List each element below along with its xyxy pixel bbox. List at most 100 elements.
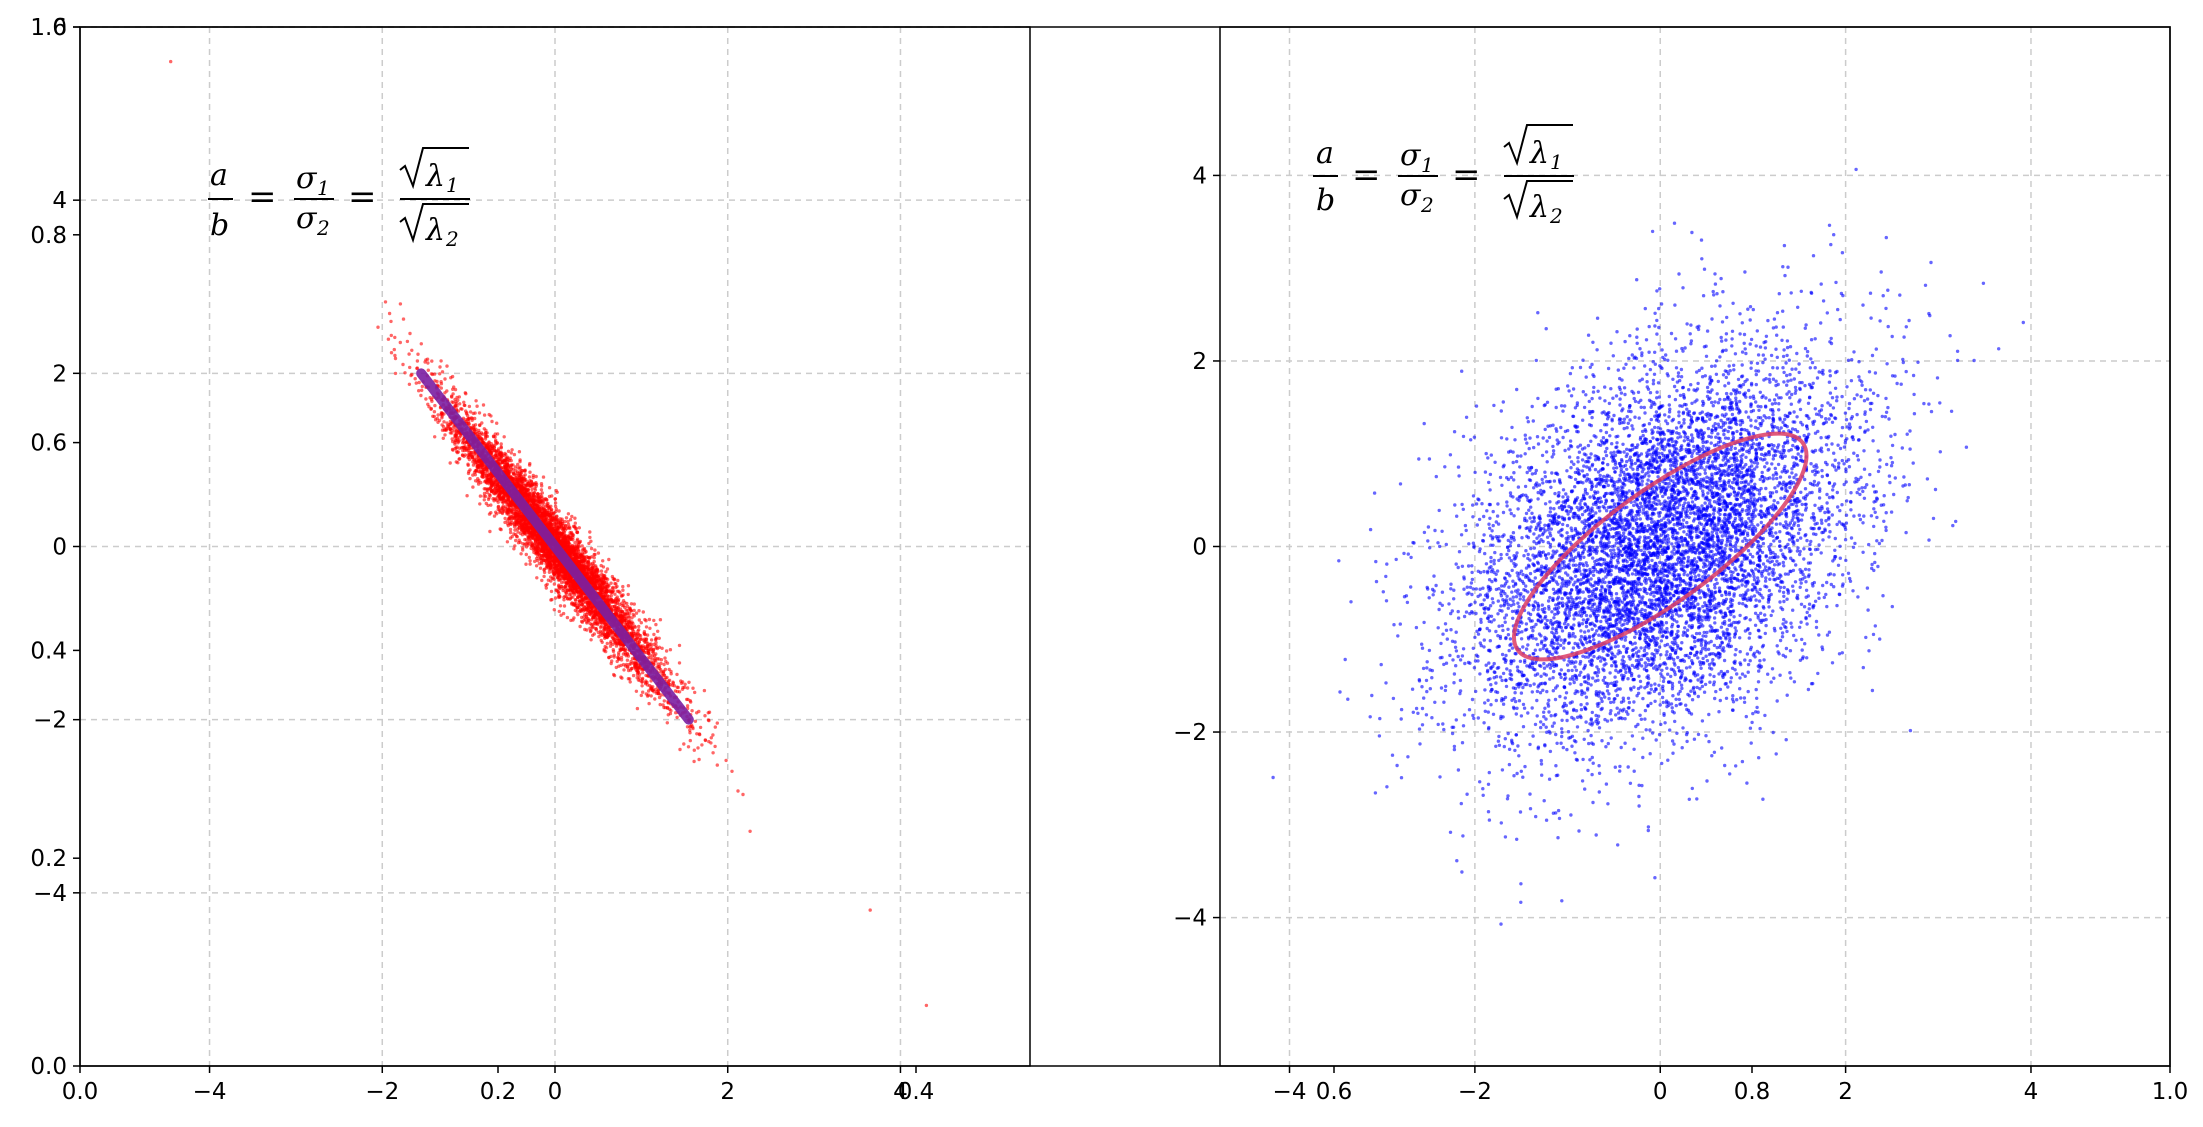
scatter-point bbox=[648, 626, 652, 630]
scatter-point bbox=[436, 413, 440, 417]
scatter-point bbox=[659, 693, 663, 697]
scatter-point bbox=[408, 365, 412, 370]
scatter-point bbox=[442, 420, 446, 424]
scatter-point bbox=[578, 624, 582, 629]
scatter-point bbox=[700, 743, 704, 747]
scatter-point bbox=[512, 547, 516, 551]
scatter-point bbox=[632, 602, 636, 606]
scatter-point bbox=[495, 432, 500, 436]
scatter-point bbox=[654, 637, 658, 641]
scatter-point bbox=[665, 721, 669, 725]
scatter-point bbox=[547, 486, 552, 490]
scatter-point bbox=[502, 435, 506, 439]
scatter-point bbox=[557, 509, 561, 513]
scatter-point bbox=[668, 711, 673, 716]
scatter-point bbox=[389, 351, 394, 355]
scatter-point bbox=[468, 410, 473, 414]
scatter-point bbox=[621, 588, 625, 592]
scatter-point bbox=[509, 458, 513, 463]
scatter-point bbox=[590, 565, 594, 569]
scatter-point bbox=[682, 742, 686, 746]
scatter-point bbox=[557, 609, 561, 614]
scatter-point bbox=[463, 403, 467, 408]
scatter-point bbox=[522, 474, 526, 478]
scatter-point bbox=[692, 759, 696, 764]
scatter-point bbox=[517, 538, 521, 542]
scatter-point bbox=[407, 352, 411, 356]
scatter-point bbox=[621, 584, 625, 589]
scatter-point bbox=[419, 393, 423, 398]
scatter-point bbox=[473, 423, 478, 427]
scatter-point bbox=[430, 359, 434, 363]
scatter-point bbox=[440, 414, 444, 418]
scatter-point bbox=[626, 584, 631, 588]
scatter-point bbox=[612, 653, 616, 657]
scatter-point bbox=[608, 644, 613, 648]
scatter-point bbox=[598, 632, 603, 636]
scatter-point bbox=[569, 618, 573, 623]
scatter-point bbox=[588, 621, 592, 626]
scatter-point bbox=[631, 673, 636, 678]
scatter-point bbox=[387, 311, 392, 316]
scatter-point bbox=[485, 488, 489, 492]
scatter-point bbox=[697, 757, 701, 762]
scatter-point bbox=[730, 769, 734, 773]
scatter-point bbox=[423, 360, 427, 364]
scatter-point bbox=[420, 384, 424, 389]
scatter-point bbox=[553, 497, 558, 501]
scatter-point bbox=[703, 738, 707, 742]
scatter-point bbox=[524, 545, 529, 549]
scatter-point bbox=[669, 709, 673, 713]
scatter-point bbox=[616, 578, 620, 583]
scatter-point bbox=[451, 448, 455, 452]
scatter-point bbox=[614, 582, 618, 586]
scatter-point bbox=[531, 548, 536, 552]
scatter-point bbox=[547, 570, 552, 574]
scatter-point bbox=[607, 557, 611, 562]
scatter-point bbox=[450, 395, 454, 399]
scatter-point bbox=[623, 652, 628, 656]
scatter-point bbox=[686, 745, 691, 749]
scatter-point bbox=[463, 391, 467, 395]
scatter-point bbox=[479, 431, 484, 435]
scatter-point bbox=[465, 494, 469, 498]
scatter-point bbox=[641, 690, 645, 694]
scatter-point bbox=[386, 337, 391, 341]
scatter-point bbox=[533, 488, 538, 492]
scatter-point bbox=[602, 647, 606, 652]
scatter-point bbox=[414, 381, 418, 385]
scatter-point bbox=[445, 364, 449, 368]
scatter-point bbox=[376, 325, 380, 329]
scatter-point bbox=[691, 686, 695, 690]
scatter-point bbox=[563, 585, 567, 589]
scatter-point bbox=[659, 661, 663, 666]
scatter-point bbox=[707, 739, 711, 744]
scatter-point bbox=[453, 387, 458, 392]
scatter-point bbox=[609, 640, 613, 644]
scatter-point bbox=[601, 559, 605, 563]
scatter-point bbox=[635, 706, 640, 711]
scatter-point bbox=[572, 525, 577, 529]
scatter-point bbox=[656, 629, 660, 633]
scatter-point bbox=[488, 493, 492, 498]
scatter-point bbox=[688, 738, 692, 743]
scatter-point bbox=[635, 676, 639, 680]
scatter-point bbox=[518, 459, 522, 464]
scatter-point bbox=[467, 404, 472, 409]
scatter-point bbox=[506, 522, 510, 526]
scatter-point bbox=[467, 416, 471, 420]
scatter-point bbox=[589, 539, 593, 543]
scatter-point bbox=[569, 532, 573, 536]
scatter-point bbox=[417, 389, 421, 393]
scatter-point bbox=[451, 392, 455, 396]
scatter-point bbox=[715, 763, 719, 767]
scatter-point bbox=[444, 426, 449, 431]
scatter-point bbox=[477, 428, 481, 433]
scatter-point bbox=[552, 608, 556, 612]
scatter-point bbox=[413, 377, 417, 381]
scatter-point bbox=[609, 581, 613, 585]
scatter-point bbox=[608, 589, 612, 594]
scatter-point bbox=[495, 421, 499, 425]
scatter-point bbox=[640, 676, 645, 681]
scatter-point bbox=[433, 435, 437, 439]
